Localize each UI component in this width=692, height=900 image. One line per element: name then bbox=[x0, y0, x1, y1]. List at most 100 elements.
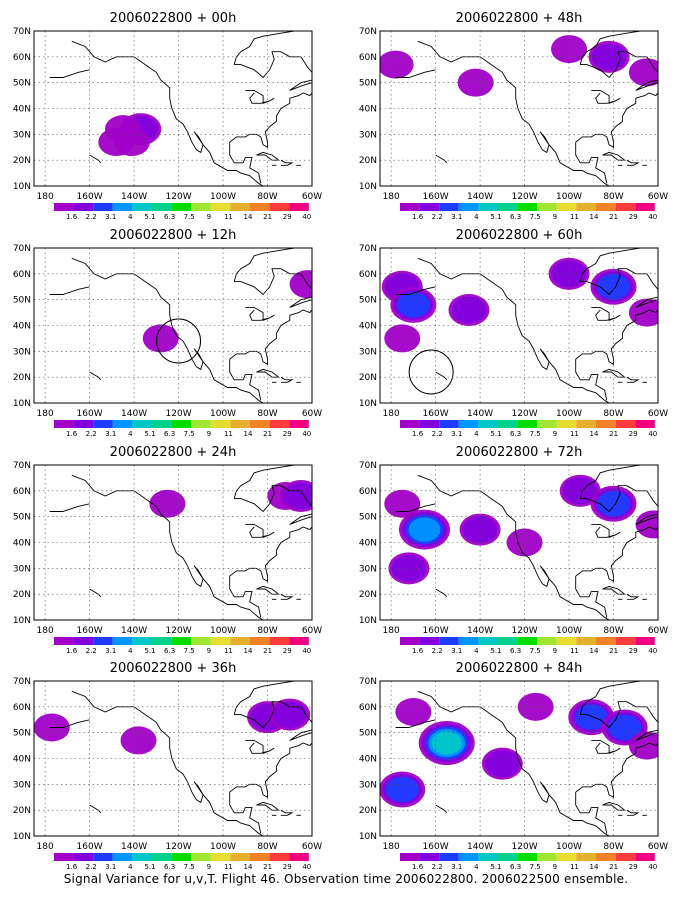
colorbar-label: 11 bbox=[224, 647, 233, 655]
lat-tick-label: 50N bbox=[359, 513, 377, 523]
colorbar-swatch bbox=[230, 637, 250, 645]
lon-tick-label: 80W bbox=[257, 192, 277, 202]
lon-tick-label: 100W bbox=[210, 192, 236, 202]
variance-contour bbox=[113, 128, 150, 157]
colorbar-label: 9 bbox=[553, 430, 557, 438]
lat-tick-label: 40N bbox=[13, 322, 31, 332]
colorbar-swatch bbox=[537, 420, 557, 428]
colorbar-swatch bbox=[132, 637, 152, 645]
variance-contour bbox=[395, 698, 432, 726]
lat-tick-label: 30N bbox=[13, 130, 31, 140]
colorbar-swatch bbox=[439, 637, 459, 645]
colorbar-label: 5.1 bbox=[144, 863, 155, 871]
lat-tick-label: 40N bbox=[13, 539, 31, 549]
colorbar-swatch bbox=[230, 203, 250, 211]
colorbar-swatch bbox=[152, 203, 172, 211]
colorbar-swatch bbox=[458, 637, 479, 645]
coastline bbox=[635, 296, 658, 308]
colorbar-swatch bbox=[615, 853, 636, 861]
coastline bbox=[575, 92, 658, 149]
colorbar-label: 21 bbox=[263, 863, 272, 871]
variance-contour bbox=[628, 58, 658, 87]
lat-tick-label: 10N bbox=[359, 616, 377, 626]
coastline bbox=[229, 792, 262, 834]
colorbar-swatch bbox=[93, 420, 113, 428]
variance-contour bbox=[408, 517, 441, 542]
lon-tick-label: 180 bbox=[37, 842, 54, 852]
colorbar-swatch bbox=[171, 420, 192, 428]
lat-tick-label: 70N bbox=[359, 677, 377, 687]
lon-tick-label: 180 bbox=[383, 626, 400, 636]
colorbar-swatch bbox=[210, 203, 231, 211]
lon-tick-label: 140W bbox=[121, 626, 147, 636]
colorbar-swatch bbox=[54, 853, 74, 861]
colorbar-label: 3.1 bbox=[451, 430, 462, 438]
colorbar-swatch bbox=[230, 853, 250, 861]
lat-tick-label: 30N bbox=[359, 347, 377, 357]
coastline bbox=[626, 376, 640, 383]
lon-tick-label: 140W bbox=[467, 842, 493, 852]
lat-tick-label: 30N bbox=[359, 564, 377, 574]
lon-tick-label: 80W bbox=[603, 192, 623, 202]
colorbar-swatch bbox=[635, 203, 655, 211]
coastline bbox=[89, 804, 102, 814]
lon-tick-label: 100W bbox=[210, 626, 236, 636]
colorbar-swatch bbox=[152, 853, 172, 861]
coastline bbox=[580, 268, 658, 296]
colorbar-swatch bbox=[191, 637, 211, 645]
coastline bbox=[591, 739, 621, 754]
lon-tick-label: 160W bbox=[77, 842, 103, 852]
lat-tick-label: 50N bbox=[13, 513, 31, 523]
colorbar-label: 21 bbox=[609, 647, 618, 655]
lat-tick-label: 10N bbox=[359, 399, 377, 409]
lat-tick-label: 40N bbox=[359, 755, 377, 765]
variance-contour bbox=[120, 726, 157, 755]
colorbar-swatch bbox=[250, 637, 270, 645]
lat-tick-label: 40N bbox=[359, 322, 377, 332]
colorbar-swatch bbox=[537, 853, 557, 861]
lon-tick-label: 80W bbox=[603, 842, 623, 852]
map-frame bbox=[379, 680, 659, 837]
panel-title: 2006022800 + 12h bbox=[110, 228, 237, 243]
coastline bbox=[49, 286, 90, 295]
coastline bbox=[435, 154, 448, 164]
colorbar-label: 3.1 bbox=[105, 430, 116, 438]
colorbar-label: 40 bbox=[302, 647, 311, 655]
colorbar-swatch bbox=[576, 637, 596, 645]
colorbar-label: 14 bbox=[590, 430, 599, 438]
colorbar-swatch bbox=[210, 853, 231, 861]
coastline bbox=[289, 296, 312, 308]
colorbar-label: 6.3 bbox=[510, 430, 521, 438]
variance-contour bbox=[380, 50, 414, 79]
colorbar-swatch bbox=[191, 420, 211, 428]
lon-tick-label: 140W bbox=[467, 192, 493, 202]
lat-tick-label: 50N bbox=[13, 296, 31, 306]
lat-tick-label: 60N bbox=[13, 487, 31, 497]
lon-tick-label: 160W bbox=[423, 626, 449, 636]
coastline bbox=[289, 729, 312, 741]
lon-tick-label: 160W bbox=[77, 626, 103, 636]
colorbar-label: 21 bbox=[609, 213, 618, 221]
colorbar-label: 29 bbox=[283, 647, 292, 655]
colorbar-label: 11 bbox=[570, 430, 579, 438]
colorbar-swatch bbox=[93, 203, 113, 211]
colorbar-swatch bbox=[537, 637, 557, 645]
coastline bbox=[229, 359, 262, 401]
colorbar-label: 7.5 bbox=[184, 430, 195, 438]
lon-tick-label: 140W bbox=[121, 842, 147, 852]
colorbar-label: 2.2 bbox=[86, 863, 97, 871]
coastline bbox=[256, 801, 280, 811]
colorbar-swatch bbox=[635, 420, 655, 428]
colorbar-swatch bbox=[517, 420, 538, 428]
colorbar-label: 9 bbox=[553, 863, 557, 871]
colorbar-label: 4 bbox=[474, 863, 479, 871]
coastline bbox=[256, 368, 280, 378]
lon-tick-label: 60W bbox=[648, 842, 668, 852]
colorbar-label: 11 bbox=[224, 213, 233, 221]
colorbar-swatch bbox=[498, 637, 518, 645]
lat-tick-label: 40N bbox=[13, 105, 31, 115]
colorbar-label: 7.5 bbox=[530, 647, 541, 655]
coastline bbox=[245, 89, 275, 104]
colorbar-label: 2.2 bbox=[432, 863, 443, 871]
colorbar-swatch bbox=[152, 420, 172, 428]
